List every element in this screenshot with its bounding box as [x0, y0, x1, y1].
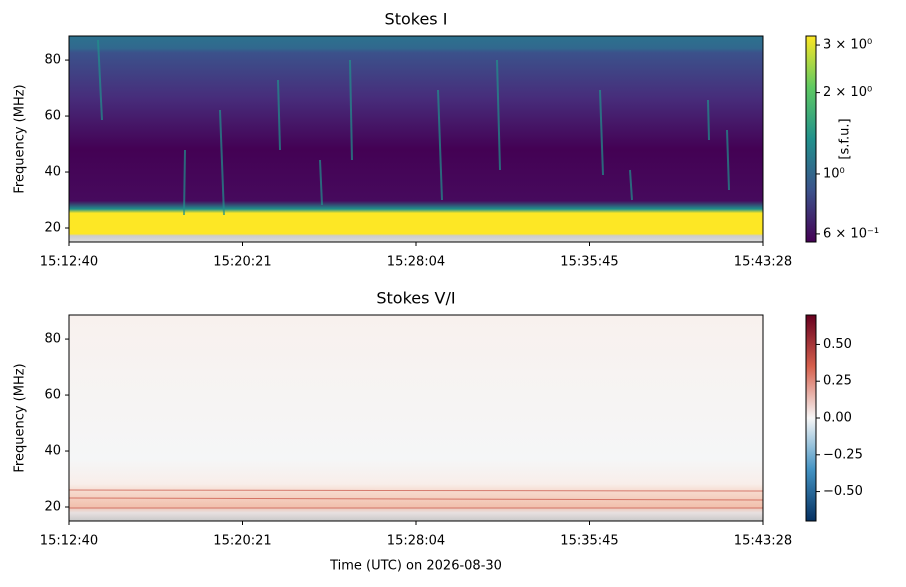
y-axis-label: Frequency (MHz) [13, 363, 28, 472]
colorbar-tick-label: 3 × 10⁰ [823, 38, 872, 53]
x-tick-label: 15:35:45 [560, 534, 618, 549]
x-tick-label: 15:35:45 [560, 255, 618, 270]
y-tick-label: 20 [44, 221, 61, 236]
y-tick-label: 80 [44, 53, 61, 68]
colorbar-tick-label: 6 × 10⁻¹ [823, 226, 879, 241]
y-tick-label: 80 [44, 332, 61, 347]
x-tick-label: 15:43:28 [734, 255, 792, 270]
x-tick-label: 15:43:28 [734, 534, 792, 549]
colorbar-tick-label: 0.25 [823, 374, 852, 389]
chart-title: Stokes I [385, 10, 448, 29]
y-tick-label: 60 [44, 109, 61, 124]
colorbar [805, 35, 817, 243]
x-axis-label: Time (UTC) on 2026-08-30 [329, 559, 502, 574]
colorbar-tick-label: 0.50 [823, 337, 852, 352]
y-axis-label: Frequency (MHz) [13, 84, 28, 193]
y-tick-label: 40 [44, 444, 61, 459]
x-tick-label: 15:28:04 [387, 534, 445, 549]
x-tick-label: 15:12:40 [40, 534, 98, 549]
x-tick-label: 15:28:04 [387, 255, 445, 270]
colorbar-tick-label: 10⁰ [823, 166, 845, 181]
y-tick-label: 20 [44, 500, 61, 515]
colorbar-label: [s.f.u.] [838, 118, 853, 159]
chart-title: Stokes V/I [376, 289, 455, 308]
heatmap-image [68, 36, 764, 521]
colorbar-tick-label: −0.25 [823, 447, 863, 462]
colorbar-tick-label: −0.50 [823, 484, 863, 499]
colorbar [805, 314, 817, 522]
colorbar-tick-label: 2 × 10⁰ [823, 85, 872, 100]
x-tick-label: 15:20:21 [213, 534, 271, 549]
x-tick-label: 15:20:21 [213, 255, 271, 270]
colorbar-tick-label: 0.00 [823, 411, 852, 426]
y-tick-label: 40 [44, 165, 61, 180]
x-tick-label: 15:12:40 [40, 255, 98, 270]
y-tick-label: 60 [44, 388, 61, 403]
